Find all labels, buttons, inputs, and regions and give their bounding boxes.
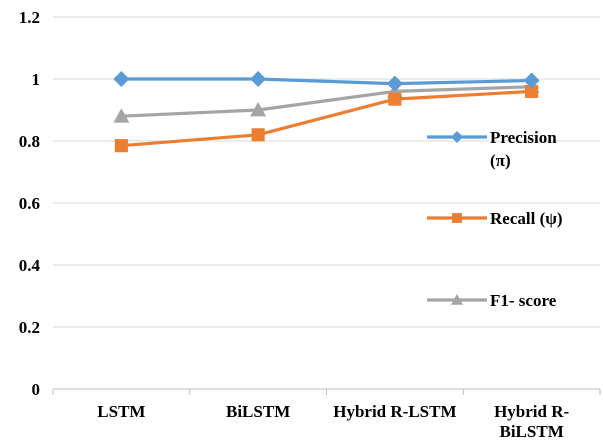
x-tick-label-line: BiLSTM	[226, 402, 290, 421]
series-lines	[113, 71, 540, 153]
y-tick-label: 0.2	[19, 318, 40, 337]
data-point	[113, 108, 130, 123]
data-point	[251, 128, 265, 142]
x-tick-label-line: Hybrid R-	[494, 402, 569, 421]
axes	[52, 388, 601, 395]
data-point	[523, 72, 540, 89]
x-tick-label-line: BiLSTM	[500, 422, 564, 441]
legend-label: F1- score	[490, 291, 557, 310]
x-tick-label: Hybrid R-LSTM	[333, 402, 456, 421]
y-tick-label: 0.4	[19, 256, 41, 275]
legend-item: Recall (ψ)	[427, 209, 563, 228]
y-tick-label: 0.8	[19, 132, 40, 151]
legend-label: Precision (π)	[490, 128, 557, 170]
x-axis-tick-labels: LSTM BiLSTM Hybrid R-LSTM Hybrid R-BiLSTM	[97, 402, 569, 441]
data-point	[250, 102, 267, 117]
y-tick-label: 1.2	[19, 8, 40, 27]
x-tick-label-line: Hybrid R-LSTM	[333, 402, 456, 421]
legend: Precision (π) Recall (ψ) F1- score	[427, 128, 563, 310]
y-tick-label: 0.6	[19, 194, 40, 213]
x-tick-label: Hybrid R-BiLSTM	[494, 402, 569, 441]
legend-label-line: Precision	[490, 128, 557, 147]
y-axis-tick-labels: 0 0.2 0.4 0.6 0.8 1 1.2	[19, 8, 41, 399]
series-line	[121, 89, 532, 148]
legend-item: Precision (π)	[427, 128, 557, 170]
data-point	[114, 139, 128, 153]
gridlines	[53, 16, 600, 328]
legend-label-line: (π)	[490, 151, 511, 170]
legend-item: F1- score	[427, 291, 557, 310]
legend-label: Recall (ψ)	[490, 209, 563, 228]
data-point	[388, 92, 402, 106]
legend-label-line: F1- score	[490, 291, 557, 310]
legend-marker	[451, 131, 463, 143]
y-tick-label: 1	[32, 70, 41, 89]
data-point	[113, 71, 130, 87]
series-square	[114, 84, 539, 153]
data-point	[386, 75, 403, 92]
legend-label-line: Recall (ψ)	[490, 209, 563, 228]
legend-marker	[451, 294, 463, 305]
series-diamond	[113, 71, 540, 92]
series-line	[121, 77, 532, 86]
x-tick-label: LSTM	[97, 402, 145, 421]
x-tick-label-line: LSTM	[97, 402, 145, 421]
y-tick-label: 0	[32, 380, 41, 399]
data-point	[250, 71, 267, 87]
legend-marker	[452, 213, 462, 223]
x-tick-label: BiLSTM	[226, 402, 290, 421]
series-line	[121, 85, 532, 118]
data-point	[525, 84, 539, 98]
